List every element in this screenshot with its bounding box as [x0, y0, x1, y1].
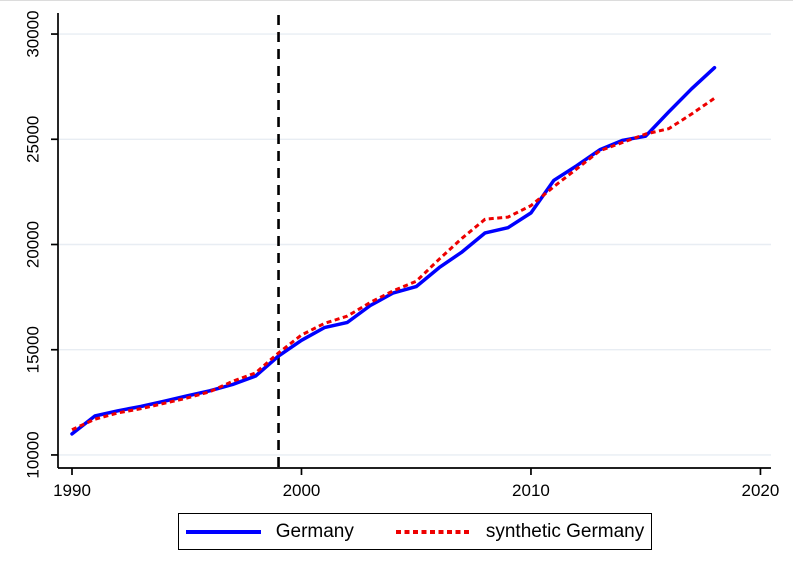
- series-line-synthetic-germany: [71, 96, 716, 432]
- x-tick-label-2020: 2020: [742, 481, 780, 500]
- x-tick-label-1990: 1990: [53, 481, 91, 500]
- legend-line-sample-synthetic-germany: [395, 529, 471, 534]
- legend: Germany synthetic Germany: [178, 513, 652, 550]
- y-tick-label-30000: 30000: [24, 10, 43, 57]
- y-tick-label-15000: 15000: [24, 326, 43, 373]
- legend-line-sample-germany: [185, 529, 261, 534]
- x-tick-label-2000: 2000: [283, 481, 321, 500]
- legend-label-germany: Germany: [275, 521, 354, 542]
- y-tick-label-25000: 25000: [24, 116, 43, 163]
- y-tick-label-20000: 20000: [24, 221, 43, 268]
- x-tick-label-2010: 2010: [512, 481, 550, 500]
- y-tick-label-10000: 10000: [24, 431, 43, 478]
- legend-label-synthetic-germany: synthetic Germany: [485, 521, 645, 542]
- series-line-germany: [70, 65, 717, 436]
